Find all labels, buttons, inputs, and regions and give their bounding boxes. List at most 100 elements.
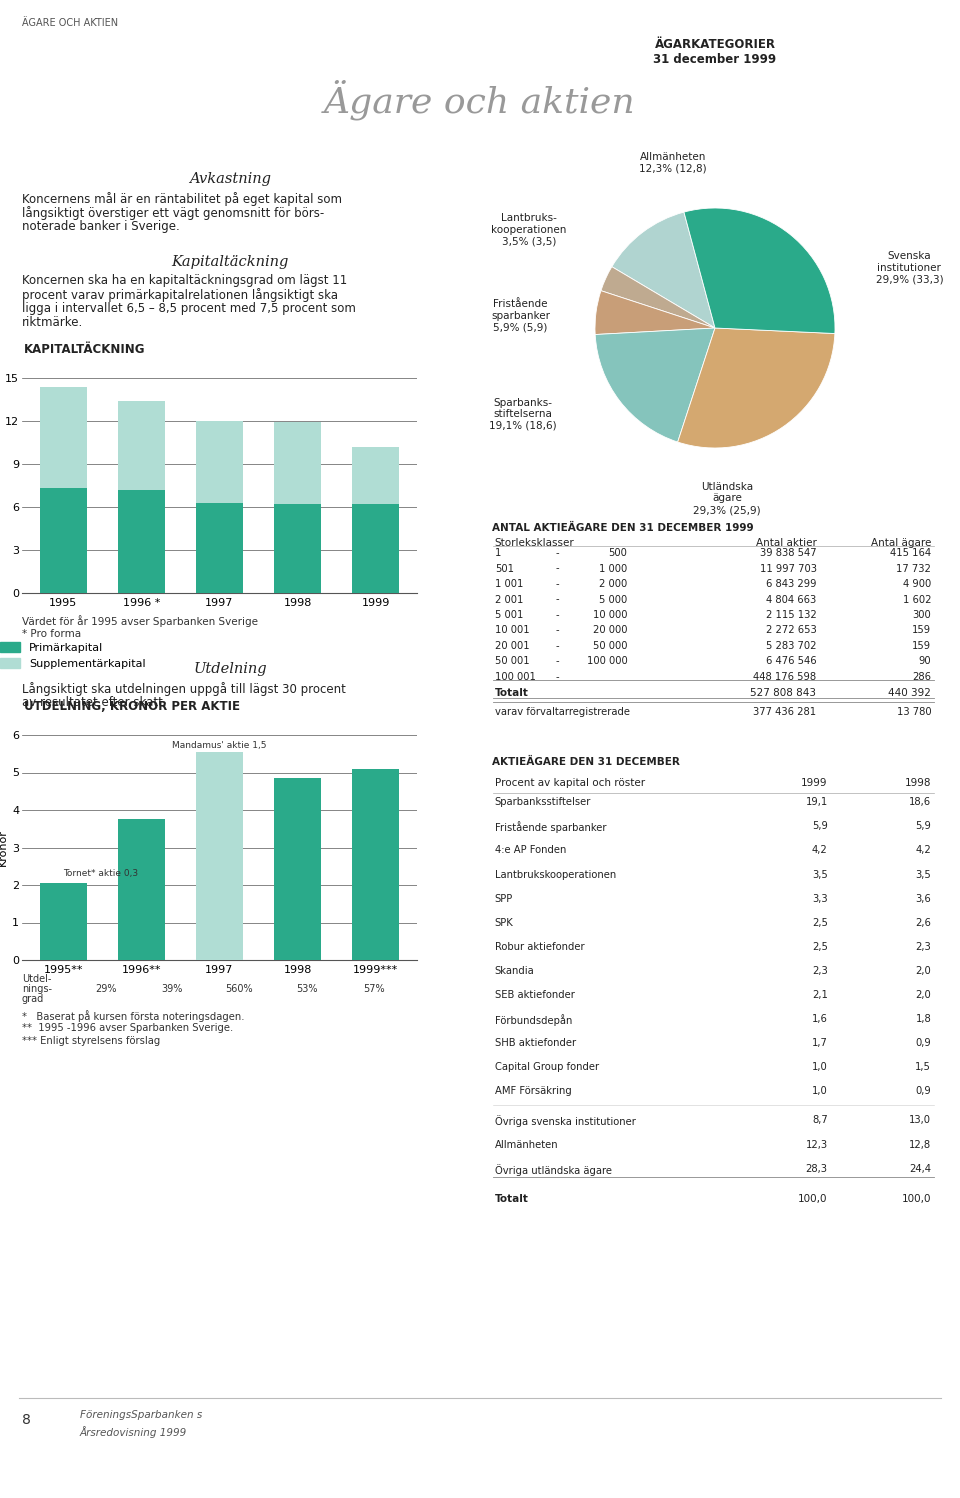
Bar [196, 503, 243, 593]
Text: 10 000: 10 000 [593, 610, 628, 620]
Text: -: - [556, 580, 560, 589]
Text: Skandia: Skandia [494, 966, 535, 975]
Text: 39%: 39% [162, 984, 183, 995]
Text: 5 000: 5 000 [599, 595, 628, 605]
Text: Totalt: Totalt [494, 689, 529, 698]
Text: 1 001: 1 001 [494, 580, 523, 589]
Text: 50 001: 50 001 [494, 656, 529, 667]
Text: 50 000: 50 000 [593, 641, 628, 652]
Text: 4 900: 4 900 [903, 580, 931, 589]
Text: SHB aktiefonder: SHB aktiefonder [494, 1038, 576, 1049]
Text: 2 272 653: 2 272 653 [766, 626, 817, 635]
Text: SPP: SPP [494, 894, 513, 903]
Text: Förbundsdepån: Förbundsdepån [494, 1014, 572, 1026]
Text: 13,0: 13,0 [909, 1116, 931, 1125]
Text: Övriga svenska institutioner: Övriga svenska institutioner [494, 1116, 636, 1128]
Bar [40, 884, 86, 960]
Text: Avkastning: Avkastning [189, 172, 272, 186]
Text: SEB aktiefonder: SEB aktiefonder [494, 990, 575, 1001]
Text: 18,6: 18,6 [909, 797, 931, 807]
Text: varav förvaltarregistrerade: varav förvaltarregistrerade [494, 707, 630, 718]
Text: 3,5: 3,5 [916, 869, 931, 879]
Bar [275, 505, 321, 593]
Text: Totalt: Totalt [494, 1194, 529, 1204]
Text: Värdet för år 1995 avser Sparbanken Sverige: Värdet för år 1995 avser Sparbanken Sver… [22, 616, 258, 626]
Text: 13 780: 13 780 [897, 707, 931, 718]
Text: 1999: 1999 [802, 777, 828, 788]
Text: 20 001: 20 001 [494, 641, 529, 652]
Text: -: - [556, 548, 560, 559]
Text: Mandamus' aktie 1,5: Mandamus' aktie 1,5 [172, 742, 267, 750]
Text: Tornet* aktie 0,3: Tornet* aktie 0,3 [63, 869, 138, 878]
Text: 286: 286 [912, 673, 931, 682]
Text: -: - [556, 656, 560, 667]
Y-axis label: Kronor: Kronor [0, 828, 8, 866]
Text: *   Baserat på kursen första noteringsdagen.: * Baserat på kursen första noteringsdage… [22, 1010, 245, 1022]
Text: av resultatet efter skatt.: av resultatet efter skatt. [22, 697, 167, 709]
Text: 560%: 560% [226, 984, 253, 995]
Text: 1 602: 1 602 [902, 595, 931, 605]
Text: 4:e AP Fonden: 4:e AP Fonden [494, 845, 566, 855]
Text: riktmärke.: riktmärke. [22, 316, 84, 330]
Text: Utdel-: Utdel- [22, 974, 52, 984]
Text: 4,2: 4,2 [812, 845, 828, 855]
Text: 2,3: 2,3 [916, 942, 931, 951]
Text: * Pro forma: * Pro forma [22, 629, 82, 640]
Text: 527 808 843: 527 808 843 [751, 689, 817, 698]
Text: ligga i intervallet 6,5 – 8,5 procent med 7,5 procent som: ligga i intervallet 6,5 – 8,5 procent me… [22, 303, 356, 315]
Text: 6 476 546: 6 476 546 [766, 656, 817, 667]
Text: 2,0: 2,0 [916, 966, 931, 975]
Bar [118, 490, 165, 593]
Text: -: - [556, 563, 560, 574]
Text: -: - [556, 610, 560, 620]
Text: 8: 8 [22, 1413, 31, 1428]
Text: 53%: 53% [296, 984, 317, 995]
Bar [118, 819, 165, 960]
Legend: Primärkapital, Supplementärkapital: Primärkapital, Supplementärkapital [0, 643, 145, 670]
Text: **  1995 -1996 avser Sparbanken Sverige.: ** 1995 -1996 avser Sparbanken Sverige. [22, 1023, 233, 1034]
Text: 1998: 1998 [904, 777, 931, 788]
Wedge shape [595, 328, 715, 442]
Text: Antal ägare: Antal ägare [871, 538, 931, 548]
Text: 2 115 132: 2 115 132 [766, 610, 817, 620]
Text: ANTAL AKTIEÄGARE DEN 31 DECEMBER 1999: ANTAL AKTIEÄGARE DEN 31 DECEMBER 1999 [492, 523, 755, 533]
Text: UTDELNING, KRONOR PER AKTIE: UTDELNING, KRONOR PER AKTIE [24, 700, 240, 713]
Text: 3,5: 3,5 [812, 869, 828, 879]
Text: 300: 300 [913, 610, 931, 620]
Text: Sparbanksstiftelser: Sparbanksstiftelser [494, 797, 591, 807]
Text: Koncernen ska ha en kapitaltäckningsgrad om lägst 11: Koncernen ska ha en kapitaltäckningsgrad… [22, 274, 348, 288]
Text: Robur aktiefonder: Robur aktiefonder [494, 942, 585, 951]
Text: 1,0: 1,0 [812, 1062, 828, 1073]
Text: Årsredovisning 1999: Årsredovisning 1999 [80, 1426, 187, 1438]
Text: Långsiktigt ska utdelningen uppgå till lägst 30 procent: Långsiktigt ska utdelningen uppgå till l… [22, 682, 346, 697]
Text: KAPITALTÄCKNING: KAPITALTÄCKNING [24, 343, 146, 357]
Text: 28,3: 28,3 [805, 1164, 828, 1173]
Text: -: - [556, 626, 560, 635]
Text: SPK: SPK [494, 918, 514, 927]
Text: 2,5: 2,5 [812, 918, 828, 927]
Text: 8,7: 8,7 [812, 1116, 828, 1125]
Text: procent varav primärkapitalrelationen långsiktigt ska: procent varav primärkapitalrelationen lå… [22, 288, 338, 303]
Wedge shape [601, 267, 715, 328]
Text: 1: 1 [494, 548, 501, 559]
Text: nings-: nings- [22, 984, 52, 995]
Text: Koncernens mål är en räntabilitet på eget kapital som: Koncernens mål är en räntabilitet på ege… [22, 192, 342, 205]
Text: 90: 90 [919, 656, 931, 667]
Text: 10 001: 10 001 [494, 626, 529, 635]
Bar [196, 421, 243, 503]
Text: 1,6: 1,6 [812, 1014, 828, 1025]
Bar [275, 777, 321, 960]
Text: AKTIEÄGARE DEN 31 DECEMBER: AKTIEÄGARE DEN 31 DECEMBER [492, 756, 681, 767]
Text: Svenska
institutioner
29,9% (33,3): Svenska institutioner 29,9% (33,3) [876, 252, 944, 285]
Text: 0,9: 0,9 [916, 1038, 931, 1049]
Bar [352, 768, 399, 960]
Text: Storleksklasser: Storleksklasser [494, 538, 574, 548]
Text: Allmänheten: Allmänheten [494, 1140, 559, 1149]
Text: 6 843 299: 6 843 299 [766, 580, 817, 589]
Text: Utdelning: Utdelning [194, 662, 267, 676]
Bar [352, 446, 399, 505]
Text: 5,9: 5,9 [812, 821, 828, 831]
Text: 2,0: 2,0 [916, 990, 931, 1001]
Text: Kapitaltäckning: Kapitaltäckning [172, 255, 289, 270]
Text: Sparbanks-
stiftelserna
19,1% (18,6): Sparbanks- stiftelserna 19,1% (18,6) [490, 398, 557, 431]
